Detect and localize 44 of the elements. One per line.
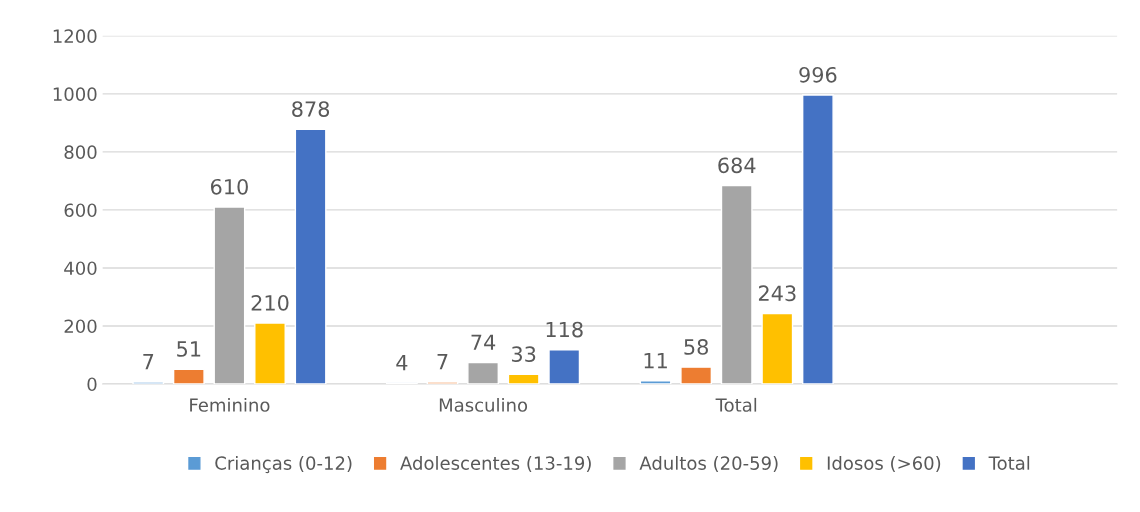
data-label: 118 (546, 321, 583, 338)
legend-label: Total (988, 455, 1030, 470)
bar (548, 349, 581, 384)
bar (680, 366, 713, 384)
x-tick-label: Masculino (439, 397, 528, 412)
y-tick-label: 200 (64, 319, 97, 334)
bar (761, 312, 794, 384)
bar (254, 322, 286, 384)
bar (507, 373, 540, 384)
x-tick-label: Total (715, 397, 757, 412)
y-tick-label: 800 (64, 145, 97, 160)
bar (639, 380, 672, 384)
data-label: 7 (437, 354, 448, 370)
data-label: 610 (211, 178, 248, 195)
legend-label: Idosos (>60) (827, 455, 941, 473)
data-label: 74 (471, 334, 496, 350)
bar (801, 94, 834, 384)
data-label: 4 (396, 354, 408, 371)
data-label: 7 (143, 354, 154, 370)
data-label: 11 (644, 352, 667, 369)
bar (426, 381, 459, 384)
data-label: 243 (758, 285, 796, 302)
data-label: 33 (511, 346, 536, 363)
bar (172, 368, 205, 384)
y-tick-label: 1000 (53, 87, 97, 101)
data-label: 58 (684, 339, 708, 355)
legend-label: Adolescentes (13-19) (400, 455, 591, 473)
data-label: 210 (251, 294, 289, 311)
bar (467, 361, 499, 384)
legend-label: Crianças (0-12) (215, 455, 352, 474)
data-label: 878 (292, 101, 330, 117)
y-tick-label: 400 (64, 261, 97, 276)
y-tick-label: 0 (87, 377, 97, 392)
x-tick-label: Feminino (190, 397, 270, 412)
y-tick-label: 600 (64, 203, 97, 218)
data-label: 684 (718, 157, 756, 174)
y-tick-label: 1200 (53, 29, 97, 43)
bar (132, 381, 165, 384)
data-label: 996 (799, 66, 837, 83)
data-label: 51 (177, 341, 201, 357)
bar (294, 128, 327, 384)
bar (213, 206, 246, 384)
bar (720, 184, 753, 384)
legend-label: Adultos (20-59) (639, 455, 778, 473)
